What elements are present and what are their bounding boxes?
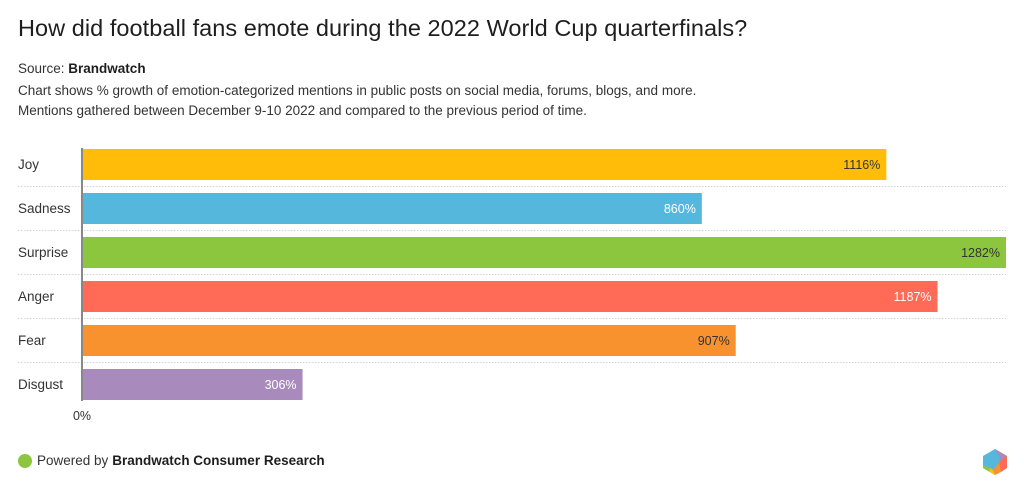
source-name: Brandwatch bbox=[68, 61, 146, 76]
x-tick-label: 0% bbox=[73, 409, 91, 423]
bar-anger bbox=[82, 281, 938, 312]
value-label: 860% bbox=[664, 202, 696, 216]
value-label: 907% bbox=[698, 334, 730, 348]
bar-chart: Joy Sadness Surprise Anger Fear Disgust 1116%… bbox=[18, 148, 1006, 423]
powered-name: Brandwatch Consumer Research bbox=[112, 453, 325, 468]
bar-sadness bbox=[82, 193, 702, 224]
source-label: Source: bbox=[18, 61, 65, 76]
description-line-1: Chart shows % growth of emotion-categori… bbox=[18, 83, 697, 98]
bar-surprise bbox=[82, 237, 1006, 268]
bar-fear bbox=[82, 325, 736, 356]
brand-dot-icon bbox=[18, 453, 32, 468]
chart-title: How did football fans emote during the 2… bbox=[18, 15, 748, 41]
bar-joy bbox=[82, 149, 887, 180]
value-label: 1116% bbox=[843, 158, 880, 172]
row-separators bbox=[18, 186, 1006, 363]
bar-disgust bbox=[82, 369, 303, 400]
value-label: 1187% bbox=[894, 290, 932, 304]
value-label: 1282% bbox=[961, 246, 1000, 260]
category-label: Surprise bbox=[18, 245, 68, 260]
bars bbox=[82, 149, 1006, 400]
source-line: Source: Brandwatch bbox=[18, 61, 146, 76]
value-label: 306% bbox=[265, 378, 297, 392]
description-line-2: Mentions gathered between December 9-10 … bbox=[18, 103, 587, 118]
value-labels: 1116% 860% 1282% 1187% 907% 306% bbox=[265, 158, 1000, 392]
category-label: Disgust bbox=[18, 377, 63, 392]
category-label: Joy bbox=[18, 157, 39, 172]
category-label: Fear bbox=[18, 333, 46, 348]
category-labels: Joy Sadness Surprise Anger Fear Disgust bbox=[18, 157, 71, 392]
powered-prefix: Powered by bbox=[37, 453, 109, 468]
footer-powered-by: Powered by Brandwatch Consumer Research bbox=[18, 453, 325, 468]
category-label: Sadness bbox=[18, 201, 71, 216]
category-label: Anger bbox=[18, 289, 55, 304]
brandwatch-hexagon-logo-icon bbox=[983, 449, 1007, 475]
